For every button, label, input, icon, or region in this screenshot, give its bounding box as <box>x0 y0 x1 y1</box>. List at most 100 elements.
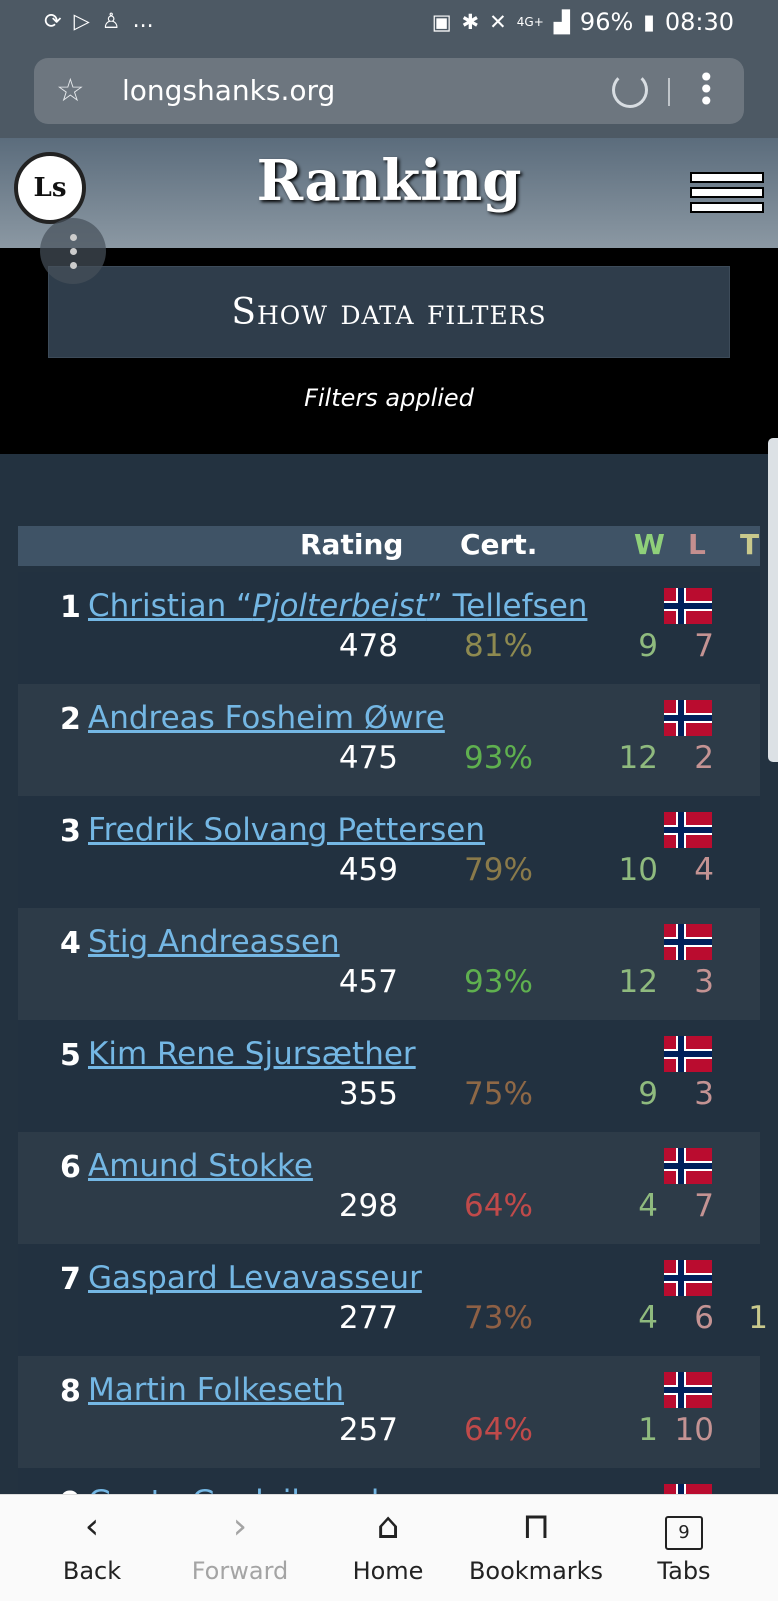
table-row: 7 Gaspard Levavasseur 277 73% 4 6 1 <box>18 1244 768 1356</box>
rating-value: 478 <box>338 628 398 664</box>
table-row: 2 Andreas Fosheim Øwre 475 93% 12 2 <box>18 684 760 796</box>
forward-label: Forward <box>191 1557 289 1585</box>
table-row: 5 Kim Rene Sjursæther 355 75% 9 3 <box>18 1020 760 1132</box>
norway-flag-icon <box>664 924 712 960</box>
player-link[interactable]: Gaspard Levavasseur <box>88 1260 422 1296</box>
battery-percent: 96% <box>579 8 634 36</box>
player-link[interactable]: Amund Stokke <box>88 1148 313 1184</box>
browser-bottom-nav: ‹ Back › Forward ⌂ Home ⊓ Bookmarks 9 Ta… <box>0 1494 778 1601</box>
ties-value: 1 <box>748 1300 768 1336</box>
norway-flag-icon <box>664 1260 712 1296</box>
cert-value: 75% <box>464 1076 533 1112</box>
bookmarks-button[interactable]: ⊓ Bookmarks <box>458 1495 614 1601</box>
cert-value: 79% <box>464 852 533 888</box>
home-label: Home <box>352 1557 424 1585</box>
tabs-label: Tabs <box>657 1557 711 1585</box>
rank-number: 2 <box>60 702 81 737</box>
player-link[interactable]: Kim Rene Sjursæther <box>88 1036 416 1072</box>
rank-number: 8 <box>60 1374 81 1409</box>
hamburger-menu-icon[interactable] <box>690 172 764 214</box>
player-link[interactable]: Fredrik Solvang Pettersen <box>88 812 485 848</box>
browser-toolbar: ☆ longshanks.org • • • <box>0 46 778 138</box>
norway-flag-icon <box>664 1036 712 1072</box>
cert-value: 64% <box>464 1412 533 1448</box>
chevron-left-icon: ‹ <box>84 1506 100 1547</box>
wins-value: 9 <box>638 628 658 664</box>
column-rating[interactable]: Rating <box>300 528 404 561</box>
player-nickname[interactable]: Pjolterbeist <box>252 588 427 624</box>
floating-more-icon[interactable] <box>40 218 106 284</box>
losses-value: 6 <box>694 1300 714 1336</box>
bookmarks-label: Bookmarks <box>468 1557 604 1585</box>
rank-number: 3 <box>60 814 81 849</box>
norway-flag-icon <box>664 812 712 848</box>
rating-value: 257 <box>338 1412 398 1448</box>
rating-value: 355 <box>338 1076 398 1112</box>
column-ties[interactable]: T <box>740 528 760 561</box>
player-link[interactable]: Andreas Fosheim Øwre <box>88 700 445 736</box>
losses-value: 4 <box>694 852 714 888</box>
player-link[interactable]: Martin Folkeseth <box>88 1372 345 1408</box>
toolbar-divider <box>668 78 670 106</box>
table-row: 1 Christian “Pjolterbeist” Tellefsen 478… <box>18 572 760 684</box>
filters-applied-note: Filters applied <box>304 384 474 412</box>
table-row: 6 Amund Stokke 298 64% 4 7 <box>18 1132 760 1244</box>
show-filters-button[interactable]: Show data filters <box>48 266 730 358</box>
address-bar[interactable]: ☆ longshanks.org • • • <box>34 58 744 124</box>
notification-app-icon: ♙ <box>101 8 121 33</box>
losses-value: 10 <box>674 1412 714 1448</box>
reload-icon[interactable] <box>612 72 648 108</box>
rating-value: 298 <box>338 1188 398 1224</box>
cert-value: 93% <box>464 740 533 776</box>
battery-saver-icon: ▣ <box>431 10 452 34</box>
table-row: 3 Fredrik Solvang Pettersen 459 79% 10 4 <box>18 796 760 908</box>
table-row: 4 Stig Andreassen 457 93% 12 3 <box>18 908 760 1020</box>
norway-flag-icon <box>664 1372 712 1408</box>
wins-value: 12 <box>618 964 658 1000</box>
norway-flag-icon <box>664 588 712 624</box>
browser-menu-icon[interactable]: • • • <box>698 61 715 118</box>
filter-panel: Show data filters Filters applied <box>0 248 778 454</box>
back-label: Back <box>62 1557 122 1585</box>
rank-number: 4 <box>60 926 81 961</box>
rank-number: 7 <box>60 1262 81 1297</box>
signal-icon: ▟ <box>553 10 570 34</box>
battery-icon: ▮ <box>643 10 655 34</box>
player-link[interactable]: Christian “Pjolterbeist” Tellefsen <box>88 588 587 624</box>
player-link[interactable]: Stig Andreassen <box>88 924 340 960</box>
wins-value: 4 <box>638 1188 658 1224</box>
losses-value: 7 <box>694 628 714 664</box>
bookmark-star-icon[interactable]: ☆ <box>56 71 85 109</box>
wins-value: 12 <box>618 740 658 776</box>
cert-value: 64% <box>464 1188 533 1224</box>
tabs-button[interactable]: 9 Tabs <box>606 1495 762 1601</box>
column-losses[interactable]: L <box>688 528 706 561</box>
rating-value: 459 <box>338 852 398 888</box>
play-store-icon: ▷ <box>73 8 90 33</box>
home-button[interactable]: ⌂ Home <box>310 1495 466 1601</box>
cert-value: 93% <box>464 964 533 1000</box>
rating-value: 457 <box>338 964 398 1000</box>
wins-value: 4 <box>638 1300 658 1336</box>
player-name-part[interactable]: Christian “ <box>88 588 253 624</box>
site-logo[interactable]: Ls <box>14 152 86 224</box>
norway-flag-icon <box>664 700 712 736</box>
rank-number: 6 <box>60 1150 81 1185</box>
cert-value: 73% <box>464 1300 533 1336</box>
column-cert[interactable]: Cert. <box>460 528 538 561</box>
losses-value: 3 <box>694 964 714 1000</box>
rank-number: 1 <box>60 590 81 625</box>
site-header: Ls Ranking <box>0 138 778 248</box>
player-name-part[interactable]: ” Tellefsen <box>426 588 588 624</box>
back-button[interactable]: ‹ Back <box>14 1495 170 1601</box>
cert-value: 81% <box>464 628 533 664</box>
wins-value: 10 <box>618 852 658 888</box>
scrollbar[interactable] <box>768 438 778 762</box>
forward-button[interactable]: › Forward <box>162 1495 318 1601</box>
wins-value: 1 <box>638 1412 658 1448</box>
ranking-table-header: Rating Cert. W L T <box>18 526 760 566</box>
book-icon: ⊓ <box>521 1506 551 1547</box>
chevron-right-icon: › <box>232 1506 248 1547</box>
column-wins[interactable]: W <box>634 528 665 561</box>
url-text[interactable]: longshanks.org <box>122 74 336 107</box>
